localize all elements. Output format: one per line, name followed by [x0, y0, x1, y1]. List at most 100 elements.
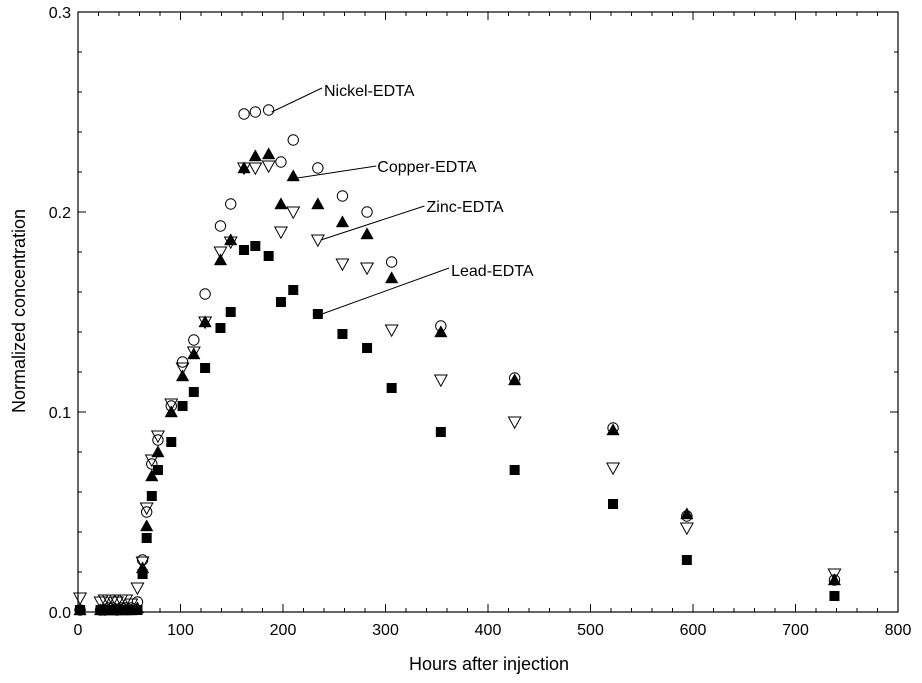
x-tick-label: 400	[475, 622, 502, 639]
zinc-edta-point	[144, 454, 159, 468]
nickel-edta-point	[165, 400, 177, 412]
copper-edta-point	[385, 271, 399, 284]
nickel-edta-point	[607, 422, 619, 434]
nickel-edta-point	[120, 602, 132, 614]
zinc-edta-point	[360, 262, 375, 276]
copper-edta-point	[140, 519, 154, 532]
nickel-edta-point	[146, 458, 158, 470]
nickel-edta-point	[275, 156, 287, 168]
lead-edta-point	[386, 383, 397, 393]
zinc-edta-point	[433, 374, 448, 388]
zinc-edta-point	[150, 430, 165, 444]
lead-edta-point	[288, 285, 299, 295]
zinc-edta-point	[135, 556, 150, 570]
lead-edta-point	[146, 491, 157, 501]
zinc-edta-point	[119, 594, 134, 608]
lead-edta-point	[177, 401, 188, 411]
zinc-edta-point	[213, 246, 228, 260]
lead-edta-point	[312, 309, 323, 319]
zinc-edta-point	[335, 258, 350, 272]
zinc-edta-point	[310, 234, 325, 248]
markers	[73, 104, 842, 616]
lead-edta-point	[275, 297, 286, 307]
copper-edta-point	[248, 149, 262, 162]
plot-border	[77, 11, 899, 613]
copper-edta-point	[151, 445, 165, 458]
lead-edta-point	[239, 245, 250, 255]
nickel-edta-point	[176, 356, 189, 368]
annotations: Nickel-EDTA Copper-EDTA Zinc-EDTA Lead-EDTA	[271, 83, 534, 315]
lead-edta-point	[263, 251, 274, 261]
nickel-edta-point	[361, 206, 373, 218]
nickel-edta-point	[136, 554, 149, 566]
x-tick-label: 600	[680, 622, 707, 639]
y-axis: 0.0 0.1 0.2 0.3	[49, 5, 898, 622]
nickel-edta-point	[74, 604, 86, 616]
copper-edta-point	[311, 197, 325, 210]
copper-edta-point	[187, 347, 201, 360]
x-axis-title: Hours after injection	[409, 654, 569, 674]
lead-edta-point	[337, 329, 348, 339]
nickel-edta-point	[262, 104, 275, 116]
zinc-edta-point	[130, 582, 145, 596]
nickel-edta-point	[225, 198, 237, 210]
y-tick-label: 0.3	[49, 5, 71, 22]
lead-edta-point	[166, 437, 177, 447]
y-tick-label: 0.2	[49, 205, 71, 222]
lead-edta-point	[829, 591, 840, 601]
lead-edta-point	[681, 555, 692, 565]
annotation-leader-line	[320, 205, 425, 241]
annotation-label: Copper-EDTA	[377, 159, 477, 176]
y-axis-title: Normalized concentration	[9, 209, 29, 413]
zinc-edta-point	[384, 324, 399, 338]
nickel-edta-point	[385, 256, 398, 268]
nickel-edta-point	[508, 372, 521, 384]
lead-edta-point	[215, 323, 226, 333]
copper-edta-point	[286, 169, 300, 182]
nickel-edta-point	[214, 220, 227, 232]
copper-edta-point	[360, 227, 374, 240]
nickel-edta-point	[828, 574, 841, 586]
annotation-leader-line	[321, 267, 450, 315]
copper-edta-point	[237, 161, 251, 174]
annotation-leader-line	[271, 87, 323, 113]
zinc-edta-point	[175, 362, 190, 376]
annotation-label: Lead-EDTA	[451, 263, 534, 280]
copper-edta-point	[262, 147, 276, 160]
zinc-edta-point	[827, 568, 842, 582]
nickel-edta-point	[249, 106, 262, 118]
nickel-edta-point	[336, 190, 349, 202]
y-tick-label: 0.0	[49, 605, 71, 622]
zinc-edta-point	[679, 522, 694, 536]
copper-edta-point	[135, 561, 150, 574]
zinc-edta-point	[248, 162, 263, 176]
lead-edta-point	[137, 569, 148, 579]
y-tick-label: 0.1	[49, 405, 71, 422]
zinc-edta-point	[164, 398, 179, 412]
plot-frame	[77, 11, 899, 613]
zinc-edta-point	[139, 502, 154, 516]
nickel-edta-point	[131, 596, 144, 608]
nickel-edta-point	[188, 334, 200, 346]
nickel-edta-point	[199, 288, 211, 300]
x-tick-label: 500	[577, 622, 604, 639]
x-tick-label: 0	[74, 622, 83, 639]
lead-edta-point	[509, 465, 520, 475]
nickel-edta-point	[312, 162, 324, 174]
zinc-edta-point	[261, 160, 276, 174]
zinc-edta-point	[186, 346, 201, 360]
copper-edta-point	[274, 197, 288, 210]
x-tick-label: 200	[270, 622, 297, 639]
zinc-edta-point	[273, 226, 288, 240]
copper-edta-point	[335, 215, 350, 228]
lead-edta-point	[225, 307, 236, 317]
zinc-edta-point	[286, 206, 301, 220]
nickel-edta-point	[140, 506, 153, 518]
x-tick-label: 300	[372, 622, 399, 639]
x-tick-label: 800	[885, 622, 912, 639]
x-axis: 0 100 200 300 400 500 600 700 800	[74, 12, 912, 639]
x-tick-label: 700	[782, 622, 809, 639]
nickel-edta-point	[238, 108, 250, 120]
nickel-edta-point	[681, 510, 693, 522]
lead-edta-point	[250, 241, 261, 251]
